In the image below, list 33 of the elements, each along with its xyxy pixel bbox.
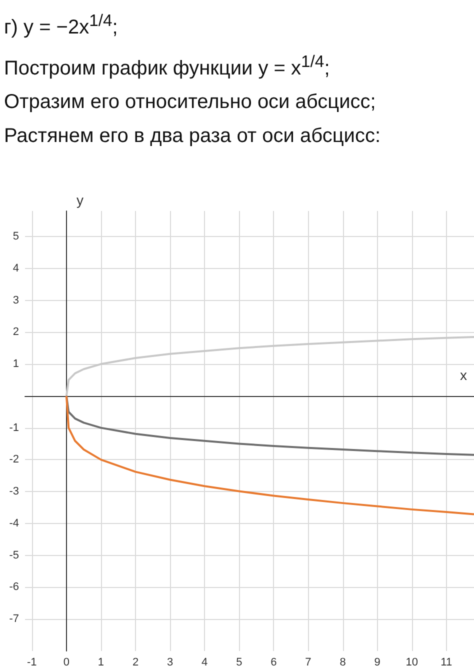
y-tick-label: -1: [9, 422, 19, 434]
x-tick-label: -1: [27, 656, 37, 668]
y-tick-label: -6: [9, 581, 19, 594]
x-tick-label: 8: [340, 656, 346, 668]
x-tick-label: 5: [236, 656, 242, 668]
x-tick-label: 10: [406, 656, 418, 668]
text: Построим график функции y = x$^{1/4}$;: [4, 50, 331, 82]
y-tick-label: -2: [9, 454, 19, 466]
line-series: [65, 336, 474, 397]
x-tick-label: 4: [202, 656, 208, 668]
text: Отразим его относительно оси абсцисс;: [4, 90, 377, 116]
x-tick-label: 3: [167, 656, 174, 668]
y-tick-label: -3: [9, 486, 19, 498]
x-tick-label: 6: [270, 656, 277, 668]
x-tick-label: 7: [305, 656, 312, 668]
chart-title: г) y = −2x$^{1/4}$;: [4, 10, 119, 41]
x-tick-label: 1: [98, 656, 104, 668]
y-tick-label: 3: [12, 294, 19, 306]
y-tick-label: 5: [12, 230, 19, 243]
x-tick-label: 9: [374, 656, 380, 668]
text: Растянем его в два раза от оси абсцисс:: [4, 124, 382, 150]
y-tick-label: 4: [12, 262, 19, 274]
x-tick-label: 11: [440, 656, 452, 668]
y-tick-label: -5: [9, 549, 19, 562]
x-tick-label: 2: [132, 656, 139, 668]
y-tick-label: 1: [12, 358, 19, 370]
x-axis-title: x: [460, 366, 467, 383]
y-tick-label: 2: [12, 326, 19, 338]
line-series: [65, 394, 474, 516]
y-tick-label: -4: [9, 517, 19, 530]
y-axis-title: y: [76, 192, 84, 208]
y-tick-label: -7: [9, 613, 19, 626]
x-tick-label: 0: [63, 656, 70, 668]
